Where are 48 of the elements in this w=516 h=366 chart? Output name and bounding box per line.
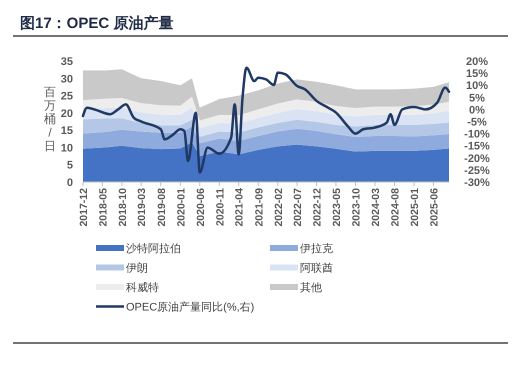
x-tick-label: 2017-12 (78, 188, 90, 227)
y2-tick-label: 15% (466, 68, 488, 80)
legend-label: 伊朗 (126, 262, 148, 274)
y2-tick-label: 0% (469, 104, 486, 116)
y-tick-label: 35 (60, 56, 73, 68)
y2-tick-label: -20% (464, 152, 490, 165)
x-tick-label: 2022-07 (292, 188, 304, 227)
x-tick-label: 2022-02 (272, 188, 285, 227)
y-tick-label: 15 (60, 125, 73, 138)
x-tick-label: 2025-01 (409, 188, 422, 227)
y2-tick-label: -25% (464, 164, 490, 177)
x-tick-label: 2019-08 (156, 188, 168, 227)
y-tick-label: 5 (66, 160, 73, 172)
legend-label: 阿联酋 (300, 262, 333, 274)
y-axis-title: 百万桶/日 (44, 85, 56, 153)
x-tick-label: 2021-09 (253, 188, 266, 227)
legend-label: 科威特 (126, 281, 159, 294)
x-tick-label: 2020-11 (214, 188, 226, 226)
x-tick-label: 2020-06 (194, 188, 207, 227)
y2-tick-label: 20% (466, 56, 488, 68)
x-tick-label: 2023-05 (330, 188, 343, 227)
legend-label: 沙特阿拉伯 (126, 242, 181, 255)
x-tick-label: 2025-06 (428, 188, 440, 227)
x-tick-label: 2024-03 (370, 188, 382, 227)
y2-tick-label: 10% (466, 80, 488, 92)
x-tick-label: 2019-03 (136, 188, 148, 227)
x-tick-label: 2022-12 (312, 188, 324, 227)
y2-tick-label: -30% (464, 177, 490, 189)
y-tick-label: 10 (60, 142, 73, 154)
y-tick-label: 30 (60, 73, 73, 86)
y-tick-label: 25 (60, 90, 73, 103)
y-tick-label: 20 (60, 108, 73, 120)
y-tick-label: 0 (66, 177, 73, 189)
x-tick-label: 2020-01 (175, 188, 188, 227)
line-series (82, 66, 450, 174)
y2-tick-label: 5% (469, 92, 486, 104)
chart-title: 图17：OPEC 原油产量 (20, 15, 174, 32)
y2-tick-label: -15% (464, 140, 490, 153)
legend-label: 伊拉克 (300, 242, 333, 255)
x-tick-label: 2024-08 (390, 188, 402, 227)
x-tick-label: 2023-10 (350, 188, 362, 227)
legend-label: 其他 (300, 281, 322, 294)
y2-tick-label: -10% (464, 128, 490, 141)
x-tick-label: 2021-04 (234, 188, 246, 227)
y2-tick-label: -5% (467, 116, 487, 128)
legend-label: OPEC原油产量同比(%,右) (126, 300, 254, 314)
x-tick-label: 2018-10 (116, 188, 129, 227)
x-tick-label: 2018-05 (97, 188, 110, 227)
